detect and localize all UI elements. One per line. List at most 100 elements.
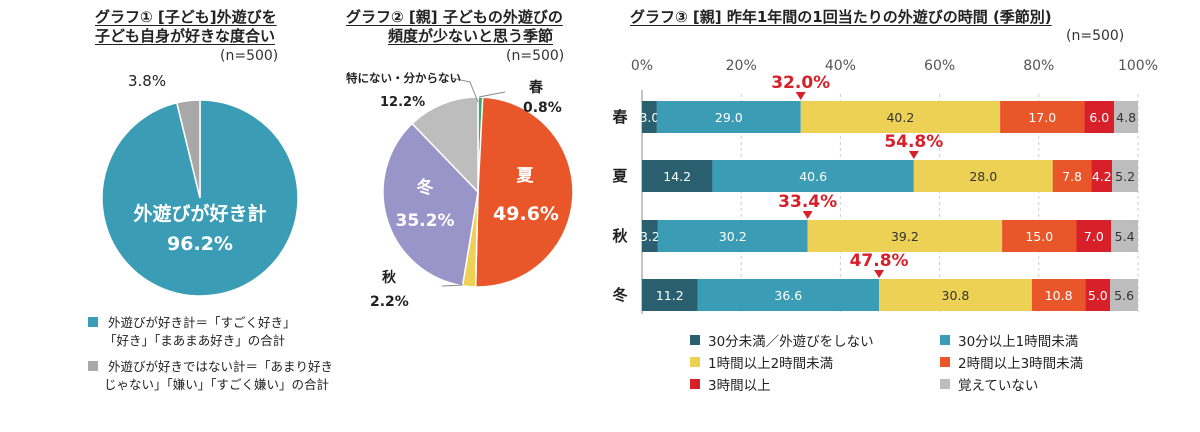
- callout-marker: [802, 211, 813, 219]
- bar-value-label: 5.6: [1114, 288, 1134, 303]
- bar-value-label: 4.2: [1092, 169, 1112, 184]
- chart1-center-value: 96.2%: [167, 233, 233, 255]
- callout-marker: [908, 151, 919, 159]
- row-label: 夏: [611, 167, 628, 185]
- bar-value-label: 17.0: [1028, 110, 1056, 125]
- chart2-other-label: 特にない・分からない: [346, 71, 461, 85]
- chart2-n: (n=500): [506, 48, 565, 64]
- legend-swatch: [690, 335, 700, 345]
- bar-segment: [1002, 220, 1077, 252]
- chart1-n: (n=500): [220, 48, 279, 64]
- bar-value-label: 15.0: [1025, 229, 1053, 244]
- axis-tick-label: 100%: [1118, 58, 1158, 74]
- bar-value-label: 10.8: [1045, 288, 1073, 303]
- bar-value-label: 28.0: [969, 169, 997, 184]
- bar-value-label: 7.8: [1062, 169, 1082, 184]
- pie-slice-other: [411, 96, 479, 194]
- legend-text: 3時間以上: [708, 378, 771, 394]
- callout-label: 32.0%: [771, 73, 830, 93]
- legend-text-line2: じゃない」「嫌い」「すごく嫌い」の合計: [104, 377, 330, 392]
- chart1-center-label: 外遊びが好き計: [133, 202, 266, 225]
- bar-value-label: 30.2: [719, 229, 747, 244]
- bar-segment: [1052, 160, 1092, 192]
- callout-marker: [795, 92, 806, 100]
- leader-line-other: [451, 77, 479, 103]
- chart2-other-value: 12.2%: [380, 95, 425, 110]
- chart3-title: グラフ③ [親] 昨年1年間の1回当たりの外遊びの時間 (季節別): [630, 8, 1052, 27]
- axis-tick-label: 20%: [726, 58, 757, 74]
- chart3-n: (n=500): [1066, 28, 1125, 44]
- bar-value-label: 11.2: [656, 288, 684, 303]
- chart1-pie: 外遊びが好き計 96.2%: [101, 99, 299, 297]
- chart1-small-label: 3.8%: [128, 72, 167, 90]
- chart1-title-line1: グラフ① [子ども]外遊びを: [95, 8, 277, 26]
- chart2-summer-label: 夏: [517, 166, 535, 186]
- bar-segment: [642, 279, 698, 311]
- chart1-title: グラフ① [子ども]外遊びを 子ども自身が好きな度合い: [95, 8, 277, 46]
- bar-segment: [1111, 220, 1138, 252]
- callout-label: 54.8%: [884, 132, 943, 152]
- legend-swatch: [940, 379, 950, 389]
- legend-swatch: [88, 361, 98, 371]
- legend-item-c1: 30分未満／外遊びをしない: [690, 330, 874, 350]
- bar-segment: [879, 279, 1032, 311]
- bar-segment: [657, 220, 808, 252]
- bar-segment: [1091, 160, 1113, 192]
- legend-item-c6: 覚えていない: [940, 374, 1038, 394]
- chart2-winter-label: 冬: [417, 177, 434, 198]
- legend-swatch: [88, 317, 98, 327]
- legend-item-c2: 30分以上1時間未満: [940, 330, 1078, 350]
- bar-segment: [913, 160, 1053, 192]
- pie-slice-summer: [474, 96, 574, 288]
- axis-tick-label: 80%: [1023, 58, 1054, 74]
- chart2-winter-value: 35.2%: [396, 211, 455, 231]
- bar-value-label: 36.6: [774, 288, 802, 303]
- chart3-title-text: グラフ③ [親] 昨年1年間の1回当たりの外遊びの時間 (季節別): [630, 8, 1052, 26]
- legend-swatch: [690, 357, 700, 367]
- chart1-legend-item-liked: 外遊びが好き計＝「すごく好き」 「好き」「まあまあ好き」の合計: [88, 314, 296, 350]
- row-label: 春: [612, 108, 627, 126]
- legend-text-line1: 外遊びが好き計＝「すごく好き」: [107, 315, 296, 330]
- legend-swatch: [940, 335, 950, 345]
- chart2-title-line1: グラフ② [親] 子どもの外遊びの: [346, 8, 563, 26]
- bar-segment: [642, 220, 658, 252]
- bar-value-label: 30.8: [942, 288, 970, 303]
- bar-segment: [712, 160, 914, 192]
- chart2-pie: 夏 49.6% 冬 35.2% 春 0.8% 秋 2.2% 特にない・分からない…: [346, 71, 574, 310]
- bar-segment: [1000, 101, 1085, 133]
- callout-label: 47.8%: [850, 251, 909, 271]
- bar-segment: [697, 279, 880, 311]
- chart1-legend-item-disliked: 外遊びが好きではない計＝「あまり好き じゃない」「嫌い」「すごく嫌い」の合計: [88, 358, 333, 394]
- legend-text: 30分未満／外遊びをしない: [708, 334, 874, 350]
- callout-label: 33.4%: [778, 192, 837, 212]
- leader-line-autumn: [441, 284, 464, 287]
- legend-swatch: [690, 379, 700, 389]
- chart1-title-line2: 子ども自身が好きな度合い: [95, 27, 276, 45]
- bar-segment: [1076, 220, 1112, 252]
- chart2-summer-value: 49.6%: [493, 203, 559, 225]
- pie-slice-disliked: [175, 99, 201, 199]
- bar-segment: [656, 101, 801, 133]
- legend-swatch: [940, 357, 950, 367]
- chart2-autumn-value: 2.2%: [370, 294, 409, 310]
- bar-value-label: 29.0: [715, 110, 743, 125]
- pie-slice-winter: [382, 122, 479, 287]
- bar-value-label: 3.2: [640, 229, 660, 244]
- row-label: 秋: [612, 227, 628, 245]
- chart2-title: グラフ② [親] 子どもの外遊びの 頻度が少ないと思う季節: [346, 8, 563, 46]
- bar-segment: [1114, 101, 1138, 133]
- callout-marker: [874, 270, 885, 278]
- bar-segment: [800, 101, 1001, 133]
- axis-tick-label: 0%: [631, 58, 653, 74]
- bar-value-label: 4.8: [1116, 110, 1136, 125]
- bar-value-label: 5.4: [1115, 229, 1135, 244]
- legend-text: 1時間以上2時間未満: [708, 356, 834, 372]
- chart2-autumn-label: 秋: [382, 269, 397, 286]
- bar-value-label: 39.2: [891, 229, 919, 244]
- bar-segment: [1112, 160, 1138, 192]
- legend-text-line1: 外遊びが好きではない計＝「あまり好き: [107, 359, 333, 374]
- chart3-bar-chart: 0% 20% 40% 60% 80% 100% 春 3.0 29.0 40.2 17.0 6.0 4.8…: [611, 58, 1158, 314]
- bar-value-label: 14.2: [663, 169, 691, 184]
- chart2-spring-value: 0.8%: [523, 100, 562, 116]
- legend-text: 2時間以上3時間未満: [958, 356, 1084, 372]
